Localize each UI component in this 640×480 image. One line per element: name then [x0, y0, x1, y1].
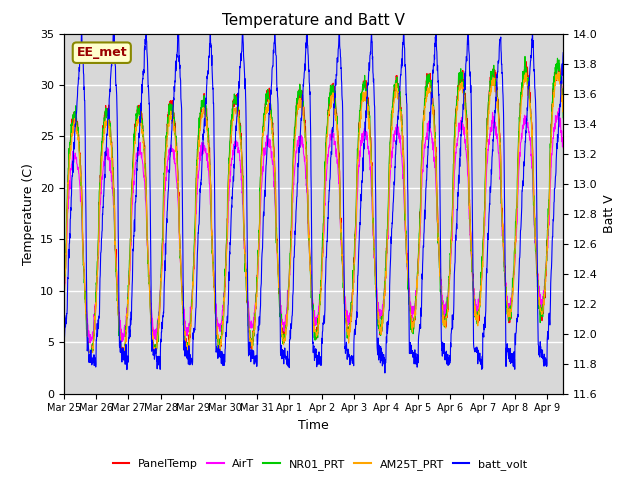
- Y-axis label: Batt V: Batt V: [604, 194, 616, 233]
- Text: EE_met: EE_met: [77, 46, 127, 59]
- Legend: PanelTemp, AirT, NR01_PRT, AM25T_PRT, batt_volt: PanelTemp, AirT, NR01_PRT, AM25T_PRT, ba…: [108, 455, 532, 474]
- Title: Temperature and Batt V: Temperature and Batt V: [222, 13, 405, 28]
- Y-axis label: Temperature (C): Temperature (C): [22, 163, 35, 264]
- X-axis label: Time: Time: [298, 419, 329, 432]
